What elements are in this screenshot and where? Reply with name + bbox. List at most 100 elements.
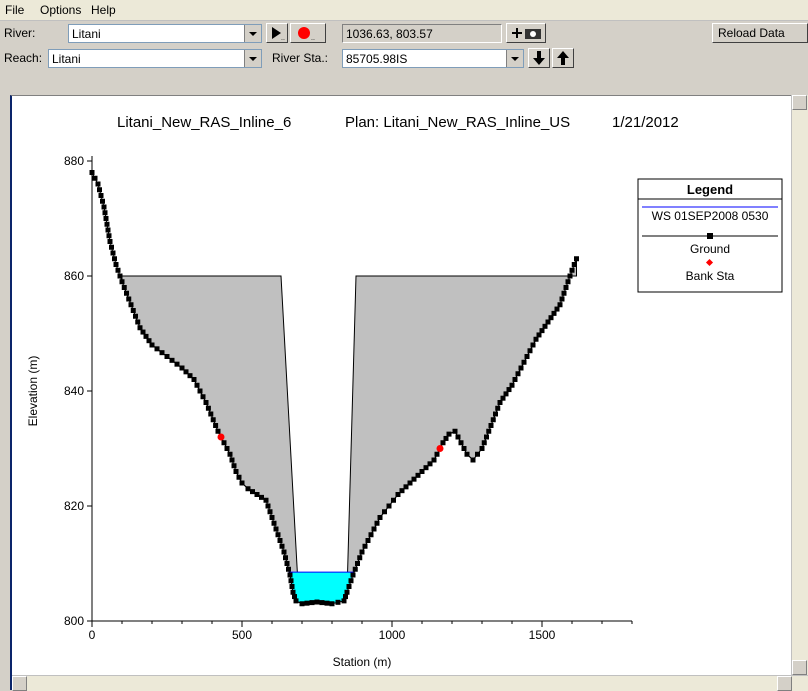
ground-point xyxy=(407,480,413,486)
ground-point xyxy=(292,594,297,600)
ground-point xyxy=(359,549,365,555)
ground-point xyxy=(503,391,509,397)
ground-point xyxy=(427,461,433,467)
ground-point xyxy=(559,296,565,302)
ground-point xyxy=(455,434,461,440)
ground-point xyxy=(133,313,138,319)
chevron-down-icon[interactable] xyxy=(244,50,261,67)
next-station-down-button[interactable] xyxy=(528,48,550,68)
ground-point xyxy=(527,348,533,354)
ground-point xyxy=(309,600,315,606)
menu-help[interactable]: Help xyxy=(91,3,116,17)
ground-point xyxy=(100,198,105,204)
ground-point xyxy=(149,342,155,348)
ground-point xyxy=(530,342,536,348)
ground-point xyxy=(386,503,392,509)
cross-section-chart[interactable]: Litani_New_RAS_Inline_6 Plan: Litani_New… xyxy=(12,96,792,676)
ground-point xyxy=(112,256,117,262)
ground-point xyxy=(105,227,111,233)
scroll-right-button[interactable] xyxy=(777,676,792,691)
y-axis-label: Elevation (m) xyxy=(26,356,40,427)
ground-point xyxy=(109,244,114,250)
ground-point xyxy=(352,566,358,572)
ground-point xyxy=(464,451,470,457)
ground-point xyxy=(419,469,425,474)
bank-station-marker xyxy=(217,433,225,441)
ground-point xyxy=(287,572,293,578)
scroll-left-button[interactable] xyxy=(12,676,27,691)
ground-point xyxy=(164,354,170,359)
ground-point xyxy=(319,600,325,606)
reach-select[interactable]: Litani xyxy=(48,49,262,68)
ground-point xyxy=(92,175,98,181)
ground-point xyxy=(215,428,221,434)
record-button[interactable]: .. xyxy=(290,23,326,43)
ground-point xyxy=(273,526,279,532)
horizontal-scrollbar[interactable] xyxy=(12,675,808,691)
ground-point xyxy=(140,329,146,335)
ground-point xyxy=(479,446,485,451)
ground-point xyxy=(490,417,496,423)
play-button[interactable]: .. xyxy=(266,23,288,43)
ground-point xyxy=(259,494,264,500)
ground-point xyxy=(101,204,107,210)
ground-point xyxy=(103,216,109,221)
ground-point xyxy=(124,290,129,296)
ground-point xyxy=(288,578,294,584)
river-sta-label: River Sta.: xyxy=(272,51,329,65)
y-tick-label: 860 xyxy=(64,269,84,283)
ineffective-area xyxy=(346,258,577,593)
menu-file[interactable]: File xyxy=(5,3,25,17)
ground-point xyxy=(197,388,203,394)
ground-point xyxy=(518,365,524,371)
ground-point xyxy=(371,526,377,532)
ground-point xyxy=(135,319,141,325)
x-tick-label: 1000 xyxy=(379,628,406,642)
y-tick-label: 820 xyxy=(64,499,84,513)
ground-point xyxy=(117,273,123,279)
ground-point xyxy=(179,365,185,371)
ground-point xyxy=(106,233,112,239)
ground-point xyxy=(486,428,492,434)
water-fill xyxy=(288,572,355,604)
ground-point xyxy=(233,469,239,474)
add-camera-button[interactable] xyxy=(506,23,546,43)
scroll-up-button[interactable] xyxy=(792,95,807,110)
ground-point xyxy=(512,377,518,382)
ground-point xyxy=(350,572,356,578)
reload-data-button[interactable]: Reload Data xyxy=(712,23,808,43)
ground-point xyxy=(121,285,127,290)
menu-options[interactable]: Options xyxy=(40,3,82,17)
river-sta-select[interactable]: 85705.98IS xyxy=(342,49,524,68)
vertical-scrollbar[interactable] xyxy=(791,95,808,675)
ground-point xyxy=(391,497,396,503)
ground-point xyxy=(174,361,180,367)
river-select[interactable]: Litani xyxy=(68,24,262,43)
ground-point xyxy=(324,600,330,606)
ground-point xyxy=(557,302,563,308)
ground-point xyxy=(205,405,211,411)
chevron-down-icon[interactable] xyxy=(244,25,261,42)
ground-point xyxy=(239,480,245,486)
plot-area[interactable]: Litani_New_RAS_Inline_6 Plan: Litani_New… xyxy=(10,95,808,690)
ground-point xyxy=(403,484,409,490)
reload-label: Reload Data xyxy=(718,26,785,40)
ground-point xyxy=(493,411,498,417)
ground-point xyxy=(431,457,437,463)
ground-point xyxy=(263,497,269,503)
ground-point xyxy=(236,474,242,480)
ground-point xyxy=(497,400,503,405)
bank-station-marker xyxy=(436,445,444,452)
chevron-down-icon[interactable] xyxy=(506,50,523,67)
ground-point xyxy=(110,250,116,256)
ground-point xyxy=(194,382,200,388)
ground-point xyxy=(137,325,143,331)
scroll-down-button[interactable] xyxy=(792,660,807,675)
ground-point xyxy=(254,492,260,497)
ground-point xyxy=(126,296,132,302)
ground-point xyxy=(191,377,197,382)
next-station-up-button[interactable] xyxy=(552,48,574,68)
ground-point xyxy=(539,328,545,334)
river-label: River: xyxy=(4,26,36,40)
ground-point xyxy=(415,472,421,478)
